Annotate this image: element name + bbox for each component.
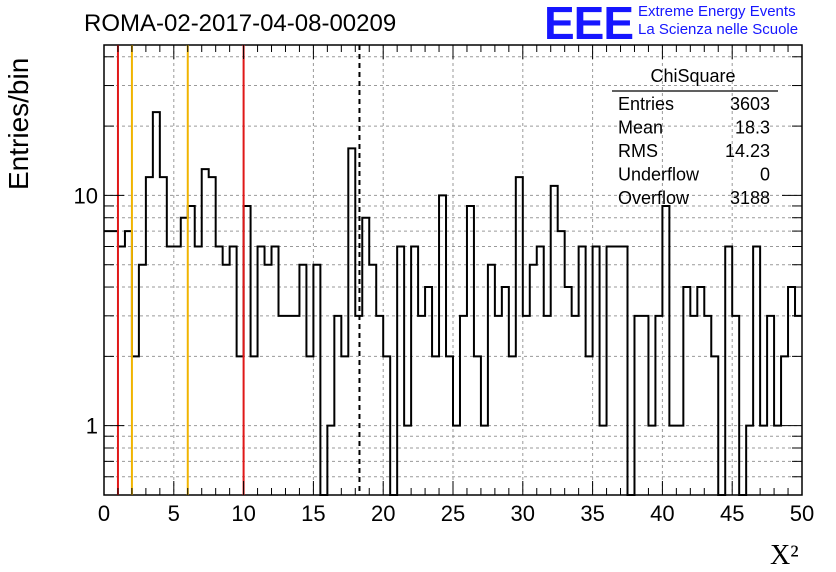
stats-row-label: Mean	[618, 118, 663, 138]
x-tick-label: 50	[790, 501, 814, 526]
x-tick-label: 45	[720, 501, 744, 526]
stats-row-value: 3188	[730, 188, 770, 208]
x-tick-label: 25	[441, 501, 465, 526]
x-tick-label: 35	[580, 501, 604, 526]
logo-text-line-2: La Scienza nelle Scuole	[638, 21, 799, 38]
chart-title: ROMA-02-2017-04-08-00209	[84, 10, 397, 37]
stats-row-label: Overflow	[618, 188, 690, 208]
x-tick-label: 40	[650, 501, 674, 526]
eee-logo: EEE	[544, 0, 634, 49]
stats-box: ChiSquare Entries 3603 Mean 18.3 RMS 14.23 Unde…	[612, 66, 778, 208]
x-axis-label: X²	[770, 540, 799, 571]
marker-lines-layer	[116, 45, 361, 495]
tick-labels-layer: 0 5 10 15 20 25 30 35 40 45 50 1 10	[74, 183, 815, 526]
stats-title: ChiSquare	[650, 66, 735, 86]
stats-row-value: 18.3	[735, 118, 770, 138]
histogram-layer	[104, 111, 802, 496]
stats-row-value: 14.23	[725, 141, 770, 161]
y-tick-label: 1	[86, 414, 98, 439]
stats-row-value: 0	[760, 165, 770, 185]
stats-row-value: 3603	[730, 94, 770, 114]
x-tick-label: 10	[231, 501, 255, 526]
ticks-layer	[103, 45, 803, 496]
x-tick-label: 30	[511, 501, 535, 526]
x-tick-label: 20	[371, 501, 395, 526]
y-tick-label: 10	[74, 183, 98, 208]
logo-text: Extreme Energy Events La Scienza nelle S…	[638, 3, 798, 39]
histogram-steps	[104, 111, 802, 496]
stats-row-label: Underflow	[618, 165, 700, 185]
stats-row-label: Entries	[618, 94, 674, 114]
stats-row-label: RMS	[618, 141, 658, 161]
x-tick-label: 0	[98, 501, 110, 526]
x-tick-label: 15	[301, 501, 325, 526]
logo-text-line-1: Extreme Energy Events	[638, 3, 796, 20]
grid-layer	[104, 45, 802, 495]
x-tick-label: 5	[168, 501, 180, 526]
